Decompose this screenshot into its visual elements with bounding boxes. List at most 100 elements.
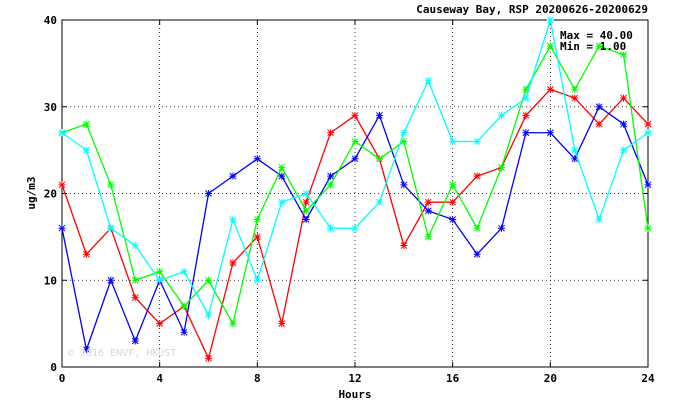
data-point bbox=[131, 276, 139, 284]
data-point bbox=[327, 129, 335, 137]
data-point bbox=[473, 172, 481, 180]
data-point bbox=[644, 129, 652, 137]
data-point bbox=[278, 320, 286, 328]
data-point bbox=[644, 181, 652, 189]
data-point bbox=[107, 224, 115, 232]
data-point bbox=[546, 42, 554, 50]
data-point bbox=[82, 250, 90, 258]
data-point bbox=[400, 137, 408, 145]
data-point bbox=[620, 94, 628, 102]
data-point bbox=[58, 129, 66, 137]
data-point bbox=[180, 328, 188, 336]
data-point bbox=[449, 137, 457, 145]
min-label: Min = 1.00 bbox=[560, 40, 626, 53]
data-point bbox=[131, 242, 139, 250]
data-point bbox=[571, 155, 579, 163]
data-point bbox=[595, 42, 603, 50]
data-point bbox=[107, 276, 115, 284]
data-point bbox=[473, 250, 481, 258]
data-point bbox=[498, 163, 505, 171]
x-tick-label: 12 bbox=[348, 372, 361, 385]
data-point bbox=[302, 207, 310, 215]
data-point bbox=[424, 207, 432, 215]
data-point bbox=[131, 294, 139, 302]
grid-lines bbox=[62, 20, 648, 367]
data-point bbox=[82, 346, 90, 354]
data-point bbox=[620, 51, 628, 59]
data-point bbox=[327, 224, 335, 232]
data-point bbox=[351, 155, 359, 163]
data-point bbox=[620, 120, 628, 128]
data-point bbox=[253, 276, 261, 284]
data-point bbox=[522, 94, 530, 102]
data-point bbox=[229, 172, 237, 180]
y-tick-label: 10 bbox=[44, 274, 57, 287]
data-point bbox=[131, 337, 139, 345]
data-point bbox=[473, 224, 481, 232]
data-point bbox=[302, 216, 310, 224]
data-point bbox=[595, 120, 603, 128]
y-axis-label: ug/m3 bbox=[25, 176, 38, 209]
y-tick-label: 30 bbox=[44, 101, 57, 114]
data-point bbox=[644, 120, 652, 128]
data-point bbox=[498, 224, 505, 232]
data-point bbox=[253, 216, 261, 224]
data-point bbox=[424, 233, 432, 241]
data-point bbox=[180, 268, 188, 276]
data-point bbox=[375, 155, 383, 163]
data-point bbox=[546, 16, 554, 24]
data-point bbox=[351, 137, 359, 145]
data-point bbox=[546, 85, 554, 93]
max-label: Max = 40.00 bbox=[560, 29, 633, 42]
data-point bbox=[107, 181, 115, 189]
series-line-1 bbox=[61, 88, 649, 361]
data-point bbox=[82, 120, 90, 128]
y-tick-label: 40 bbox=[44, 14, 57, 27]
watermark: © 2016 ENVF, HKUST bbox=[68, 348, 176, 359]
data-point bbox=[351, 111, 359, 119]
data-point bbox=[595, 103, 603, 111]
data-point bbox=[253, 233, 261, 241]
data-point bbox=[58, 224, 66, 232]
data-point bbox=[253, 155, 261, 163]
x-tick-label: 16 bbox=[446, 372, 460, 385]
data-point bbox=[400, 129, 408, 137]
x-tick-label: 20 bbox=[544, 372, 557, 385]
data-point bbox=[156, 268, 164, 276]
data-point bbox=[571, 85, 579, 93]
data-point bbox=[449, 216, 457, 224]
chart-title: Causeway Bay, RSP 20200626-20200629 bbox=[416, 3, 648, 16]
data-point bbox=[156, 320, 164, 328]
data-point bbox=[205, 354, 212, 362]
data-point bbox=[229, 216, 237, 224]
data-point bbox=[400, 181, 408, 189]
data-point bbox=[644, 224, 652, 232]
axis-ticks: 0 4 8 12 16 20 24 0 10 20 30 40 bbox=[44, 14, 655, 385]
data-point bbox=[375, 198, 383, 206]
x-tick-label: 0 bbox=[59, 372, 66, 385]
data-point bbox=[327, 181, 335, 189]
data-point bbox=[205, 190, 212, 197]
x-tick-label: 24 bbox=[641, 372, 655, 385]
data-point bbox=[424, 77, 432, 85]
data-point bbox=[278, 198, 286, 206]
data-point bbox=[400, 242, 408, 250]
data-point bbox=[546, 129, 554, 137]
data-point bbox=[498, 111, 505, 119]
data-point bbox=[522, 129, 530, 137]
data-point bbox=[351, 224, 359, 232]
data-point bbox=[278, 163, 286, 171]
data-point bbox=[473, 137, 481, 145]
data-point bbox=[180, 302, 188, 310]
data-point bbox=[205, 276, 212, 284]
data-point bbox=[375, 111, 383, 119]
data-point bbox=[522, 111, 530, 119]
data-point bbox=[156, 276, 164, 284]
x-tick-label: 8 bbox=[254, 372, 261, 385]
data-point bbox=[302, 198, 310, 206]
data-point bbox=[620, 146, 628, 154]
y-tick-label: 20 bbox=[44, 188, 57, 201]
x-tick-label: 4 bbox=[156, 372, 163, 385]
data-point bbox=[82, 146, 90, 154]
